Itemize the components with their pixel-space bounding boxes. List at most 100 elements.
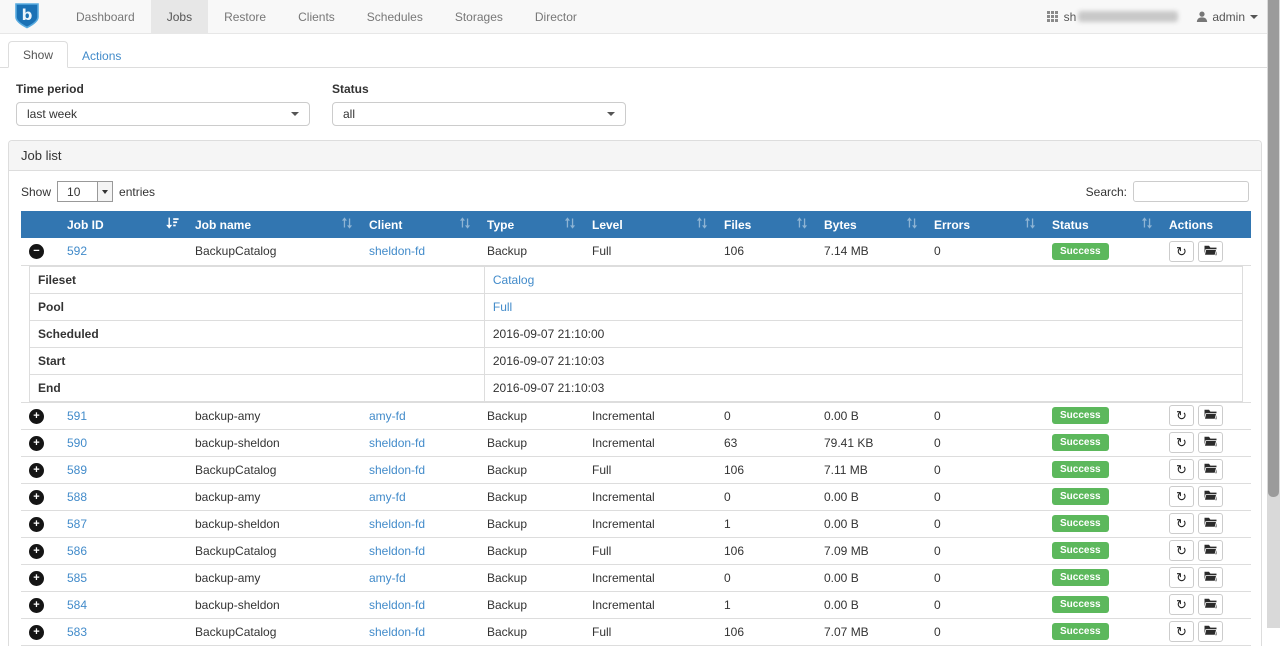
detail-value-link[interactable]: Full — [492, 299, 513, 314]
status-select[interactable]: all — [332, 102, 626, 126]
job-files-button[interactable] — [1198, 486, 1223, 507]
job-bytes: 7.14 MB — [816, 238, 926, 266]
job-files-button[interactable] — [1198, 540, 1223, 561]
expand-row-icon[interactable]: + — [29, 624, 44, 640]
column-header-type[interactable]: Type — [479, 211, 584, 238]
client-link[interactable]: amy-fd — [369, 570, 406, 585]
job-files-button[interactable] — [1198, 405, 1223, 426]
search-input[interactable] — [1133, 181, 1249, 202]
job-id-link[interactable]: 589 — [67, 462, 88, 477]
user-menu[interactable]: admin — [1196, 10, 1258, 24]
nav-item-jobs[interactable]: Jobs — [150, 0, 209, 33]
client-link[interactable]: sheldon-fd — [369, 244, 426, 259]
column-header-status[interactable]: Status — [1044, 211, 1161, 238]
column-header-job-id[interactable]: Job ID — [59, 211, 187, 238]
client-link[interactable]: sheldon-fd — [369, 435, 426, 450]
column-label: Job ID — [67, 217, 104, 232]
expand-row-icon[interactable]: + — [29, 489, 44, 505]
sort-both-icon — [459, 217, 471, 232]
job-id-link[interactable]: 590 — [67, 435, 88, 450]
restart-icon: ↻ — [1176, 435, 1187, 450]
expand-row-icon[interactable]: + — [29, 543, 44, 559]
time-period-select[interactable]: last week — [16, 102, 310, 126]
client-link[interactable]: amy-fd — [369, 489, 406, 504]
job-bytes: 0.00 B — [816, 510, 926, 538]
restart-icon: ↻ — [1176, 243, 1187, 259]
apps-grid-icon[interactable] — [1046, 11, 1058, 22]
sort-desc-icon — [166, 217, 179, 232]
client-link[interactable]: sheldon-fd — [369, 597, 426, 612]
column-header-client[interactable]: Client — [361, 211, 479, 238]
expand-row-icon[interactable]: + — [29, 435, 44, 451]
job-id-link[interactable]: 591 — [67, 408, 88, 423]
status-badge: Success — [1052, 407, 1109, 424]
column-header-files[interactable]: Files — [716, 211, 816, 238]
tab-actions[interactable]: Actions — [82, 49, 122, 63]
restart-icon: ↻ — [1176, 570, 1187, 585]
column-header-expand — [21, 211, 59, 238]
job-level: Incremental — [584, 429, 716, 457]
nav-item-storages[interactable]: Storages — [454, 9, 503, 24]
select-arrow-icon — [97, 182, 113, 201]
nav-item-clients[interactable]: Clients — [298, 9, 335, 24]
nav-item-director[interactable]: Director — [534, 9, 577, 24]
column-header-job-name[interactable]: Job name — [187, 211, 361, 238]
column-label: Job name — [195, 217, 252, 232]
column-header-errors[interactable]: Errors — [926, 211, 1044, 238]
restart-job-button[interactable]: ↻ — [1169, 621, 1194, 642]
bacula-shield-icon: b — [14, 2, 40, 32]
job-files-button[interactable] — [1198, 567, 1223, 588]
expand-row-icon[interactable]: + — [29, 570, 44, 586]
table-row: +583 BackupCatalog sheldon-fd Backup Full 106… — [21, 618, 1251, 646]
brand-logo[interactable]: b — [0, 0, 60, 33]
restart-job-button[interactable]: ↻ — [1169, 459, 1194, 480]
client-link[interactable]: sheldon-fd — [369, 462, 426, 477]
entries-select[interactable]: 10 — [57, 181, 114, 202]
expand-row-icon[interactable]: + — [29, 597, 44, 613]
restart-job-button[interactable]: ↻ — [1169, 540, 1194, 561]
client-link[interactable]: sheldon-fd — [369, 624, 426, 639]
expand-row-icon[interactable]: + — [29, 462, 44, 478]
restart-job-button[interactable]: ↻ — [1169, 405, 1194, 426]
restart-job-button[interactable]: ↻ — [1169, 594, 1194, 615]
restart-job-button[interactable]: ↻ — [1169, 432, 1194, 453]
client-link[interactable]: sheldon-fd — [369, 516, 426, 531]
nav-item-restore[interactable]: Restore — [224, 9, 267, 24]
job-id-link[interactable]: 592 — [67, 244, 88, 259]
restart-job-button[interactable]: ↻ — [1169, 567, 1194, 588]
expand-row-icon[interactable]: + — [29, 516, 44, 532]
job-files-button[interactable] — [1198, 594, 1223, 615]
detail-value-link[interactable]: Catalog — [492, 272, 535, 287]
job-level: Incremental — [584, 510, 716, 538]
job-id-link[interactable]: 588 — [67, 489, 88, 504]
job-files-button[interactable] — [1198, 459, 1223, 480]
expand-row-icon[interactable]: + — [29, 408, 44, 424]
status-badge: Success — [1052, 488, 1109, 505]
job-files-button[interactable] — [1198, 621, 1223, 642]
column-header-level[interactable]: Level — [584, 211, 716, 238]
column-header-bytes[interactable]: Bytes — [816, 211, 926, 238]
sort-both-icon — [341, 217, 353, 232]
restart-job-button[interactable]: ↻ — [1169, 513, 1194, 534]
nav-item-schedules[interactable]: Schedules — [366, 9, 423, 24]
vertical-scrollbar[interactable] — [1267, 0, 1280, 628]
tab-show[interactable]: Show — [8, 41, 69, 68]
job-id-link[interactable]: 585 — [67, 570, 88, 585]
scrollbar-thumb[interactable] — [1268, 0, 1279, 497]
job-errors: 0 — [926, 618, 1044, 646]
job-files-button[interactable] — [1198, 513, 1223, 534]
job-id-link[interactable]: 583 — [67, 624, 88, 639]
job-type: Backup — [479, 238, 584, 266]
job-files-button[interactable] — [1198, 240, 1223, 262]
job-id-link[interactable]: 584 — [67, 597, 88, 612]
nav-item-dashboard[interactable]: Dashboard — [76, 9, 135, 24]
collapse-row-icon[interactable]: − — [29, 244, 44, 260]
table-row: +590 backup-sheldon sheldon-fd Backup Increm… — [21, 429, 1251, 457]
restart-job-button[interactable]: ↻ — [1169, 240, 1194, 262]
client-link[interactable]: amy-fd — [369, 408, 406, 423]
job-id-link[interactable]: 587 — [67, 516, 88, 531]
job-id-link[interactable]: 586 — [67, 543, 88, 558]
restart-job-button[interactable]: ↻ — [1169, 486, 1194, 507]
client-link[interactable]: sheldon-fd — [369, 543, 426, 558]
job-files-button[interactable] — [1198, 432, 1223, 453]
